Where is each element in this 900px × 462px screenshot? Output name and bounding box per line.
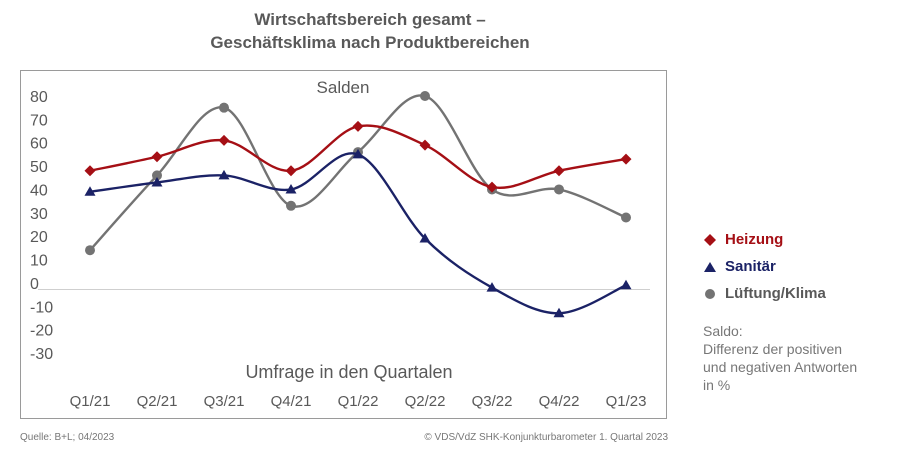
data-point-sanitaer: [352, 148, 364, 159]
x-tick-label: Q1/22: [338, 393, 379, 410]
data-point-sanitaer: [218, 169, 230, 180]
note-line-3: und negativen Antworten: [703, 359, 858, 375]
y-tick-label: 10: [30, 253, 48, 270]
data-point-lueftung-klima: [219, 102, 229, 113]
data-point-sanitaer: [620, 279, 632, 290]
y-tick-label: 60: [30, 136, 48, 153]
plot-frame: [20, 70, 667, 419]
note-line-1: Saldo:: [703, 323, 743, 339]
note-line-2: Differenz der positiven: [703, 341, 843, 357]
circle-icon: [705, 288, 715, 299]
y-tick-label: 20: [30, 229, 48, 246]
data-point-heizung: [84, 165, 96, 177]
x-tick-label: Q4/22: [539, 393, 580, 410]
copyright-note: © VDS/VdZ SHK-Konjunkturbarometer 1. Qua…: [424, 432, 668, 443]
data-point-heizung: [419, 139, 431, 151]
data-point-lueftung-klima: [286, 200, 296, 211]
series-line-lueftung-klima: [89, 94, 627, 252]
y-tick-label: 30: [30, 206, 48, 223]
y-tick-label: -10: [30, 299, 53, 316]
x-tick-label: Q3/22: [472, 393, 513, 410]
data-point-lueftung-klima: [554, 184, 564, 195]
series-sanitaer: [84, 148, 632, 318]
legend-label-heizung: Heizung: [725, 231, 784, 248]
y-tick-label: 40: [30, 182, 48, 199]
saldo-note: Saldo: Differenz der positiven und negat…: [703, 322, 893, 394]
triangle-icon: [704, 261, 716, 272]
y-tick-label: -20: [30, 323, 53, 340]
y-tick-label: -30: [30, 346, 53, 363]
x-tick-label: Q1/21: [70, 393, 111, 410]
diamond-icon: [704, 233, 716, 246]
legend-label-sanitaer: Sanitär: [725, 258, 776, 275]
data-point-heizung: [352, 120, 364, 132]
data-point-sanitaer: [285, 183, 297, 194]
legend-item-heizung: Heizung: [703, 226, 826, 253]
x-tick-label: Q4/21: [271, 393, 312, 410]
y-tick-label: 0: [30, 276, 39, 293]
legend-item-sanitaer: Sanitär: [703, 253, 826, 280]
legend-label-lueftung-klima: Lüftung/Klima: [725, 285, 826, 302]
chart-title-line-1: Wirtschaftsbereich gesamt –: [254, 10, 486, 29]
data-point-heizung: [553, 165, 565, 177]
y-tick-label: 70: [30, 112, 48, 129]
x-axis-ticks: Q1/21 Q2/21 Q3/21 Q4/21 Q1/22 Q2/22 Q3/22 Q4/22…: [70, 393, 647, 410]
data-point-heizung: [218, 134, 230, 146]
x-axis-title: Umfrage in den Quartalen: [245, 362, 452, 382]
data-point-heizung: [151, 151, 163, 163]
y-tick-label: 50: [30, 159, 48, 176]
data-point-sanitaer: [151, 176, 163, 187]
x-tick-label: Q2/21: [137, 393, 178, 410]
x-tick-label: Q1/23: [606, 393, 647, 410]
y-axis-ticks: 80 70 60 50 40 30 20 10 0 -10 -20 -30: [30, 89, 53, 363]
y-tick-label: 80: [30, 89, 48, 106]
data-point-lueftung-klima: [420, 91, 430, 101]
data-point-lueftung-klima: [621, 212, 631, 223]
data-point-lueftung-klima: [152, 170, 162, 181]
legend: Heizung Sanitär Lüftung/Klima: [703, 226, 826, 307]
data-point-lueftung-klima: [85, 245, 95, 256]
note-line-4: in %: [703, 377, 731, 393]
chart-title: Wirtschaftsbereich gesamt – Geschäftskli…: [20, 8, 720, 54]
series-heizung: [84, 120, 632, 193]
x-tick-label: Q2/22: [405, 393, 446, 410]
chart-title-line-2: Geschäftsklima nach Produktbereichen: [210, 33, 530, 52]
series-layer: [84, 91, 632, 318]
source-note: Quelle: B+L; 04/2023: [20, 432, 115, 443]
x-tick-label: Q3/21: [204, 393, 245, 410]
data-point-sanitaer: [419, 233, 431, 243]
data-point-heizung: [620, 153, 632, 165]
inner-title: Salden: [317, 78, 370, 97]
data-point-sanitaer: [486, 282, 498, 292]
data-point-sanitaer: [84, 186, 96, 196]
data-point-heizung: [285, 165, 297, 177]
data-point-heizung: [486, 181, 498, 193]
data-point-sanitaer: [553, 307, 565, 318]
legend-item-lueftung-klima: Lüftung/Klima: [703, 280, 826, 307]
